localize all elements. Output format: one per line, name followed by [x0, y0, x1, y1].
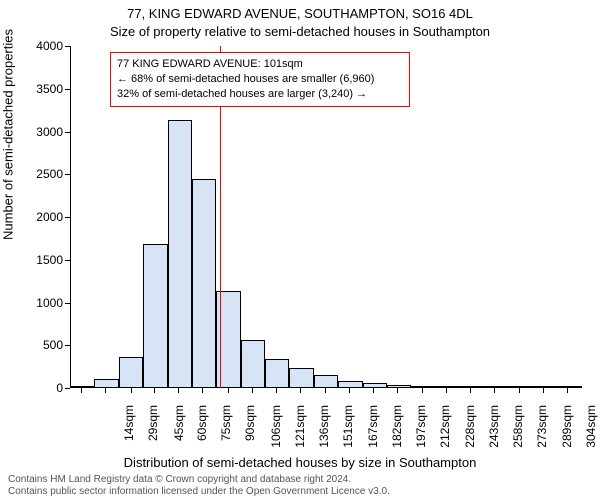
y-tick-label: 500 — [25, 338, 63, 352]
x-tick-mark — [494, 388, 495, 393]
x-tick-label: 136sqm — [317, 405, 331, 455]
y-tick-mark — [65, 46, 70, 47]
histogram-bar — [533, 386, 557, 388]
y-tick-label: 0 — [25, 381, 63, 395]
histogram-bar — [338, 381, 362, 388]
histogram-bar — [558, 386, 582, 388]
x-tick-label: 90sqm — [243, 405, 257, 455]
y-tick-label: 4000 — [25, 39, 63, 53]
histogram-bar — [289, 368, 313, 388]
x-tick-label: 289sqm — [560, 405, 574, 455]
histogram-bar — [265, 359, 289, 388]
histogram-bar — [94, 379, 118, 388]
histogram-bar — [509, 386, 533, 388]
y-axis-line — [70, 46, 71, 388]
y-tick-mark — [65, 132, 70, 133]
x-tick-mark — [154, 388, 155, 393]
x-tick-mark — [422, 388, 423, 393]
annotation-box: 77 KING EDWARD AVENUE: 101sqm← 68% of se… — [110, 52, 410, 107]
x-tick-label: 151sqm — [341, 405, 355, 455]
x-tick-label: 304sqm — [584, 405, 598, 455]
x-tick-label: 273sqm — [535, 405, 549, 455]
x-tick-mark — [349, 388, 350, 393]
histogram-bar — [436, 386, 460, 388]
x-axis-label: Distribution of semi-detached houses by … — [0, 455, 600, 470]
y-tick-mark — [65, 217, 70, 218]
y-tick-mark — [65, 388, 70, 389]
x-tick-label: 197sqm — [414, 405, 428, 455]
annotation-line-3: 32% of semi-detached houses are larger (… — [117, 87, 403, 102]
histogram-bar — [314, 375, 338, 388]
x-tick-label: 121sqm — [293, 405, 307, 455]
x-tick-mark — [228, 388, 229, 393]
y-tick-mark — [65, 89, 70, 90]
histogram-bar — [363, 383, 387, 388]
x-tick-label: 167sqm — [366, 405, 380, 455]
x-tick-mark — [105, 388, 106, 393]
footer-attribution: Contains HM Land Registry data © Crown c… — [8, 474, 592, 498]
histogram-plot: 0500100015002000250030003500400014sqm29s… — [70, 46, 580, 388]
x-tick-mark — [446, 388, 447, 393]
x-tick-label: 258sqm — [511, 405, 525, 455]
x-tick-label: 243sqm — [487, 405, 501, 455]
x-tick-mark — [276, 388, 277, 393]
histogram-bar — [119, 357, 143, 388]
y-tick-label: 2000 — [25, 210, 63, 224]
footer-line-2: Contains public sector information licen… — [8, 486, 592, 498]
histogram-bar — [192, 179, 216, 388]
y-tick-mark — [65, 303, 70, 304]
histogram-bar — [485, 386, 509, 388]
x-tick-mark — [373, 388, 374, 393]
y-tick-mark — [65, 345, 70, 346]
x-tick-mark — [397, 388, 398, 393]
chart-title: 77, KING EDWARD AVENUE, SOUTHAMPTON, SO1… — [0, 6, 600, 21]
chart-subtitle: Size of property relative to semi-detach… — [0, 24, 600, 39]
x-tick-mark — [252, 388, 253, 393]
histogram-bar — [387, 385, 411, 388]
y-tick-label: 3500 — [25, 82, 63, 96]
y-tick-mark — [65, 260, 70, 261]
histogram-bar — [168, 120, 192, 388]
x-tick-mark — [300, 388, 301, 393]
x-tick-label: 29sqm — [146, 405, 160, 455]
y-tick-label: 1000 — [25, 296, 63, 310]
histogram-bar — [70, 386, 94, 388]
footer-line-1: Contains HM Land Registry data © Crown c… — [8, 474, 592, 486]
x-tick-mark — [178, 388, 179, 393]
histogram-bar — [411, 386, 435, 388]
x-tick-mark — [202, 388, 203, 393]
x-tick-label: 106sqm — [269, 405, 283, 455]
x-tick-label: 14sqm — [122, 405, 136, 455]
x-tick-mark — [470, 388, 471, 393]
y-tick-label: 1500 — [25, 253, 63, 267]
y-axis-label: Number of semi-detached properties — [1, 29, 16, 240]
y-tick-label: 3000 — [25, 125, 63, 139]
x-tick-label: 228sqm — [463, 405, 477, 455]
annotation-line-1: 77 KING EDWARD AVENUE: 101sqm — [117, 57, 403, 72]
histogram-bar — [241, 340, 265, 388]
x-tick-label: 212sqm — [438, 405, 452, 455]
x-tick-label: 75sqm — [219, 405, 233, 455]
histogram-bar — [460, 386, 484, 388]
histogram-bar — [143, 244, 167, 388]
x-tick-mark — [567, 388, 568, 393]
x-tick-label: 182sqm — [390, 405, 404, 455]
x-tick-mark — [519, 388, 520, 393]
x-tick-label: 45sqm — [172, 405, 186, 455]
x-tick-mark — [131, 388, 132, 393]
y-tick-mark — [65, 174, 70, 175]
annotation-line-2: ← 68% of semi-detached houses are smalle… — [117, 72, 403, 87]
y-tick-label: 2500 — [25, 167, 63, 181]
x-tick-label: 60sqm — [195, 405, 209, 455]
x-tick-mark — [325, 388, 326, 393]
x-tick-mark — [543, 388, 544, 393]
x-tick-mark — [81, 388, 82, 393]
